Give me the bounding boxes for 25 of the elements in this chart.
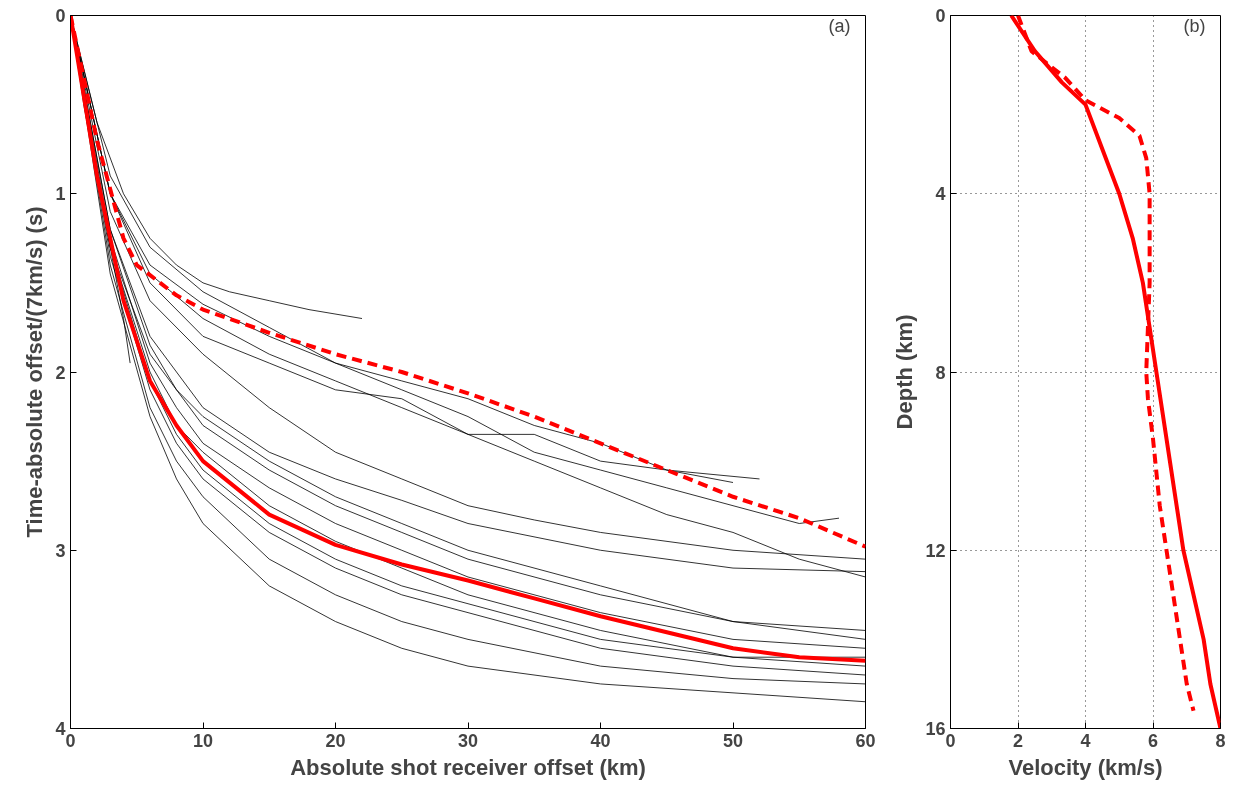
y-axis-title: Depth (km) <box>892 314 918 430</box>
y-tick-label: 8 <box>935 362 946 383</box>
y-tick-label: 0 <box>935 6 946 26</box>
annotation: (a) <box>828 15 851 36</box>
x-tick-label: 8 <box>1215 730 1226 751</box>
x-axis-title: Absolute shot receiver offset (km) <box>290 754 646 780</box>
x-tick-label: 4 <box>1080 730 1091 751</box>
x-tick-label: 30 <box>457 730 479 751</box>
y-tick-label: 12 <box>925 540 946 561</box>
x-tick-label: 60 <box>855 730 876 751</box>
x-tick-label: 50 <box>722 730 744 751</box>
y-tick-label: 1 <box>55 184 66 205</box>
x-tick-label: 6 <box>1147 730 1159 751</box>
y-tick-label: 0 <box>55 6 66 26</box>
x-tick-label: 10 <box>192 730 214 751</box>
y-tick-label: 4 <box>935 184 946 205</box>
x-tick-label: 40 <box>590 730 611 751</box>
annotation: (b) <box>1183 15 1206 36</box>
x-tick-label: 20 <box>325 730 346 751</box>
y-tick-label: 2 <box>55 362 66 383</box>
y-axis-title: Time-absolute offset/(7km/s) (s) <box>22 206 48 538</box>
y-tick-label: 3 <box>55 540 66 561</box>
x-tick-label: 2 <box>1012 730 1024 751</box>
y-tick-label: 16 <box>925 719 946 739</box>
x-axis-title: Velocity (km/s) <box>1008 754 1163 780</box>
